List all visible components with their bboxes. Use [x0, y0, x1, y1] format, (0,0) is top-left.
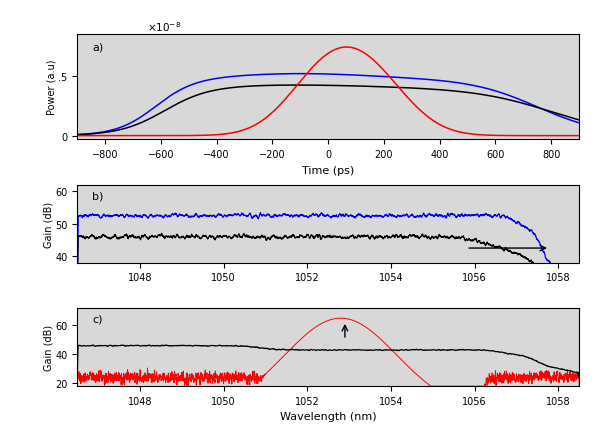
Text: b): b) — [92, 191, 103, 201]
Y-axis label: Gain (dB): Gain (dB) — [44, 201, 53, 247]
Text: a): a) — [92, 42, 103, 52]
Text: $\times10^{-8}$: $\times10^{-8}$ — [147, 20, 182, 34]
Y-axis label: Power (a.u): Power (a.u) — [47, 59, 57, 115]
Text: c): c) — [92, 314, 103, 324]
Y-axis label: Gain (dB): Gain (dB) — [44, 324, 53, 370]
X-axis label: Wavelength (nm): Wavelength (nm) — [280, 411, 377, 421]
X-axis label: Time (ps): Time (ps) — [302, 165, 354, 175]
